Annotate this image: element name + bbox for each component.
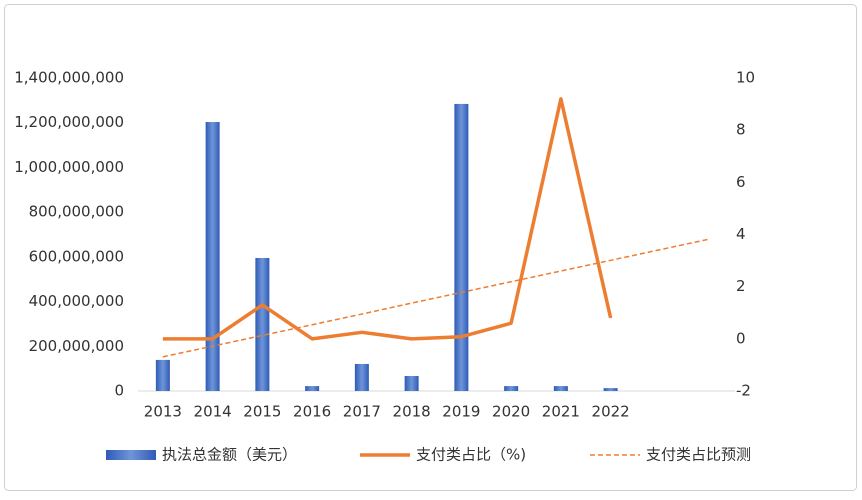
y2-tick-label: 4 <box>736 225 746 243</box>
x-tick-label: 2019 <box>442 403 480 421</box>
legend-label: 支付类占比预测 <box>646 446 751 464</box>
line <box>162 97 613 341</box>
y-tick-label: 400,000,000 <box>29 292 124 310</box>
y-tick-label: 1,200,000,000 <box>14 113 124 131</box>
y-tick-label: 600,000,000 <box>29 247 124 265</box>
x-tick-label: 2017 <box>343 403 381 421</box>
y2-tick-label: -2 <box>736 382 751 400</box>
x-tick-label: 2022 <box>592 403 630 421</box>
bar <box>155 359 170 391</box>
bar <box>404 376 419 391</box>
y2-tick-label: 6 <box>736 173 746 191</box>
bar <box>454 103 469 391</box>
x-tick-label: 2015 <box>243 403 281 421</box>
y-tick-label: 1,000,000,000 <box>14 158 124 176</box>
legend-label: 执法总金额（美元） <box>162 446 297 464</box>
bar <box>603 388 618 391</box>
x-tick-label: 2013 <box>144 403 182 421</box>
y-tick-label: 200,000,000 <box>29 337 124 355</box>
bar <box>305 386 320 391</box>
x-tick-label: 2018 <box>393 403 431 421</box>
x-tick-label: 2016 <box>293 403 331 421</box>
y2-tick-label: 2 <box>736 277 746 295</box>
y2-tick-label: 0 <box>736 329 746 347</box>
y-tick-label: 1,400,000,000 <box>14 69 124 87</box>
x-tick-label: 2020 <box>492 403 530 421</box>
legend-swatch <box>106 450 156 460</box>
bar <box>553 386 568 391</box>
bar <box>504 386 519 391</box>
y2-tick-label: 8 <box>736 121 746 139</box>
y-tick-label: 0 <box>114 382 124 400</box>
x-tick-label: 2014 <box>194 403 232 421</box>
legend-label: 支付类占比（%) <box>416 446 526 464</box>
y-tick-label: 800,000,000 <box>29 203 124 221</box>
x-tick-label: 2021 <box>542 403 580 421</box>
bar <box>354 363 369 391</box>
bar <box>255 257 270 391</box>
bar <box>205 122 220 391</box>
y2-tick-label: 10 <box>736 69 755 87</box>
trend-line <box>162 238 711 358</box>
